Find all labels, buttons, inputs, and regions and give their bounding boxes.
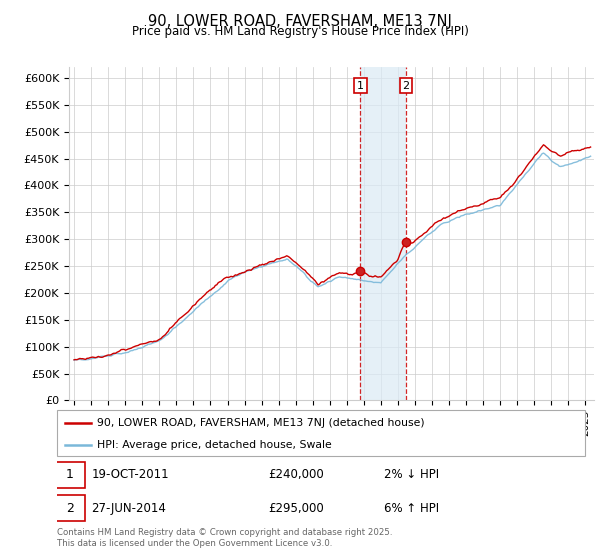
Bar [361, 67, 406, 400]
Text: £295,000: £295,000 [268, 502, 324, 515]
Text: 2: 2 [403, 81, 410, 91]
FancyBboxPatch shape [57, 410, 585, 456]
Text: £240,000: £240,000 [268, 468, 324, 481]
Text: Contains HM Land Registry data © Crown copyright and database right 2025.
This d: Contains HM Land Registry data © Crown c… [57, 528, 392, 548]
Text: 19-OCT-2011: 19-OCT-2011 [91, 468, 169, 481]
Text: 1: 1 [66, 468, 74, 481]
Text: HPI: Average price, detached house, Swale: HPI: Average price, detached house, Swal… [97, 440, 331, 450]
Text: Price paid vs. HM Land Registry's House Price Index (HPI): Price paid vs. HM Land Registry's House … [131, 25, 469, 38]
Text: 2% ↓ HPI: 2% ↓ HPI [385, 468, 439, 481]
FancyBboxPatch shape [55, 462, 85, 488]
Text: 27-JUN-2014: 27-JUN-2014 [91, 502, 166, 515]
FancyBboxPatch shape [55, 495, 85, 521]
Text: 90, LOWER ROAD, FAVERSHAM, ME13 7NJ (detached house): 90, LOWER ROAD, FAVERSHAM, ME13 7NJ (det… [97, 418, 424, 428]
Text: 2: 2 [66, 502, 74, 515]
Text: 1: 1 [357, 81, 364, 91]
Text: 6% ↑ HPI: 6% ↑ HPI [385, 502, 439, 515]
Text: 90, LOWER ROAD, FAVERSHAM, ME13 7NJ: 90, LOWER ROAD, FAVERSHAM, ME13 7NJ [148, 14, 452, 29]
